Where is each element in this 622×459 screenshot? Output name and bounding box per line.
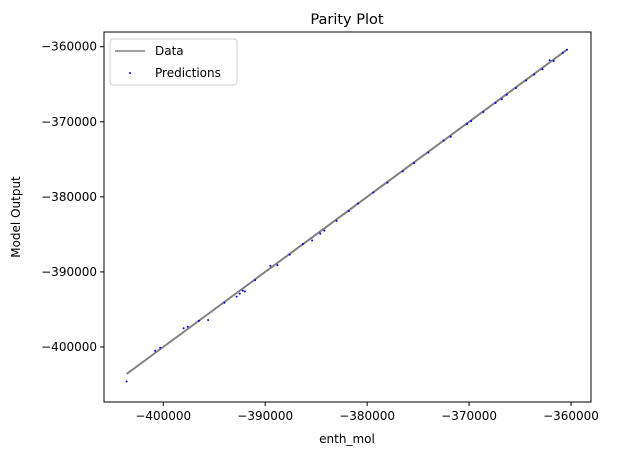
prediction-point xyxy=(254,279,257,282)
y-axis-label: Model Output xyxy=(9,176,23,258)
prediction-point xyxy=(449,135,452,138)
prediction-point xyxy=(386,181,389,184)
prediction-point xyxy=(319,232,322,235)
prediction-point xyxy=(182,327,185,330)
prediction-point xyxy=(500,98,503,101)
prediction-point xyxy=(356,202,359,205)
prediction-point xyxy=(243,290,246,293)
prediction-point xyxy=(533,73,536,76)
prediction-point xyxy=(442,139,445,142)
prediction-point xyxy=(241,289,244,292)
prediction-point xyxy=(235,295,238,298)
x-tick-label: −380000 xyxy=(339,409,395,423)
x-tick-label: −360000 xyxy=(543,409,599,423)
x-axis-label: enth_mol xyxy=(319,432,375,446)
x-tick-label: −390000 xyxy=(237,409,293,423)
prediction-point xyxy=(372,191,375,194)
prediction-point xyxy=(347,210,350,213)
data-line xyxy=(125,48,568,375)
prediction-point xyxy=(323,229,326,232)
prediction-point xyxy=(223,301,226,304)
prediction-point xyxy=(276,264,279,267)
prediction-point xyxy=(401,170,404,173)
prediction-point xyxy=(197,319,200,322)
y-tick-label: −400000 xyxy=(41,340,97,354)
y-tick-label: −380000 xyxy=(41,190,97,204)
legend-entry-data: Data xyxy=(155,44,184,58)
y-tick-label: −390000 xyxy=(41,265,97,279)
prediction-point xyxy=(125,380,128,383)
prediction-point xyxy=(565,48,568,51)
prediction-point xyxy=(525,79,528,82)
prediction-point xyxy=(186,325,189,328)
prediction-point xyxy=(238,292,241,295)
prediction-point xyxy=(311,239,314,242)
prediction-point xyxy=(466,123,469,126)
chart-title: Parity Plot xyxy=(310,12,383,28)
prediction-point xyxy=(159,346,162,349)
x-tick-label: −400000 xyxy=(135,409,191,423)
prediction-point xyxy=(514,86,517,89)
y-tick-label: −360000 xyxy=(41,40,97,54)
legend-entry-predictions: Predictions xyxy=(155,66,221,80)
prediction-point xyxy=(482,111,485,114)
prediction-point xyxy=(427,151,430,154)
plot-frame xyxy=(103,31,592,403)
prediction-point xyxy=(413,162,416,165)
prediction-point xyxy=(335,219,338,222)
prediction-point xyxy=(505,93,508,96)
prediction-point xyxy=(301,243,304,246)
prediction-point xyxy=(548,59,551,62)
prediction-point xyxy=(154,349,157,352)
prediction-point xyxy=(288,253,291,256)
legend: Data Predictions xyxy=(109,38,238,86)
legend-predictions-marker-icon xyxy=(129,72,131,74)
prediction-point xyxy=(494,102,497,105)
prediction-point xyxy=(470,120,473,123)
prediction-point xyxy=(552,59,555,62)
prediction-point xyxy=(269,264,272,267)
y-tick-label: −370000 xyxy=(41,115,97,129)
x-tick-label: −370000 xyxy=(441,409,497,423)
prediction-point xyxy=(207,318,210,321)
prediction-point xyxy=(541,68,544,71)
prediction-point xyxy=(561,51,564,54)
